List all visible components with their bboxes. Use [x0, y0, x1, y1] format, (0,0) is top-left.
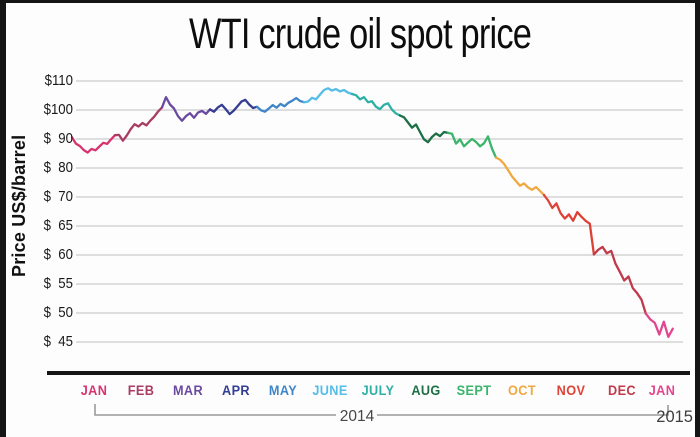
- y-tick-label-55: $ 55: [43, 275, 73, 292]
- y-tick-label-100: $100: [43, 101, 73, 118]
- month-label-jan-2014: JAN: [80, 383, 107, 398]
- price-line-aug-2014: [398, 114, 450, 144]
- price-line-jan-2015: [644, 312, 674, 338]
- year-2014-bracket: [94, 404, 669, 416]
- y-tick-label-65: $ 65: [43, 217, 73, 234]
- price-line-june-2014: [302, 87, 354, 104]
- y-tick-label-80: $ 80: [43, 159, 73, 176]
- frame-border-top: [0, 0, 700, 3]
- x-axis-line: [47, 371, 690, 375]
- price-line-dec-2014: [592, 245, 647, 315]
- chart-title: WTI crude oil spot price: [188, 10, 532, 58]
- price-line-may-2014: [255, 96, 306, 113]
- month-label-feb-2014: FEB: [127, 383, 154, 398]
- month-label-apr-2014: APR: [221, 383, 250, 398]
- month-label-sept-2014: SEPT: [456, 383, 492, 398]
- price-line-segments: [70, 87, 674, 338]
- year-label-2015: 2015: [656, 408, 693, 426]
- month-label-oct-2014: OCT: [508, 383, 536, 398]
- y-tick-label-50: $ 50: [43, 304, 73, 321]
- y-tick-label-60: $ 60: [43, 246, 73, 263]
- month-label-nov-2014: NOV: [556, 383, 586, 398]
- price-line-mar-2014: [160, 96, 212, 122]
- y-tick-label-45: $ 45: [43, 333, 73, 350]
- month-label-july-2014: JULY: [361, 383, 395, 398]
- frame-border-left: [0, 0, 6, 437]
- month-label-dec-2014: DEC: [608, 383, 636, 398]
- price-line-nov-2014: [542, 193, 596, 256]
- price-line-apr-2014: [208, 98, 259, 116]
- frame-border-right: [695, 0, 700, 437]
- y-tick-label-90: $ 90: [43, 130, 73, 147]
- price-line-feb-2014: [113, 106, 164, 142]
- month-label-aug-2014: AUG: [411, 383, 441, 398]
- month-label-june-2014: JUNE: [312, 383, 348, 398]
- y-tick-label-110: $110: [44, 72, 73, 89]
- price-line-oct-2014: [494, 156, 546, 197]
- year-label-2014: 2014: [339, 408, 375, 425]
- price-line-jan-2014: [70, 134, 117, 154]
- month-label-may-2014: MAY: [268, 383, 297, 398]
- month-label-mar-2014: MAR: [172, 383, 204, 398]
- price-line-sept-2014: [446, 131, 498, 159]
- month-label-jan-2015: JAN: [648, 383, 675, 398]
- gridlines: [76, 80, 683, 343]
- y-tick-label-70: $ 70: [43, 188, 73, 205]
- price-line-july-2014: [350, 92, 402, 117]
